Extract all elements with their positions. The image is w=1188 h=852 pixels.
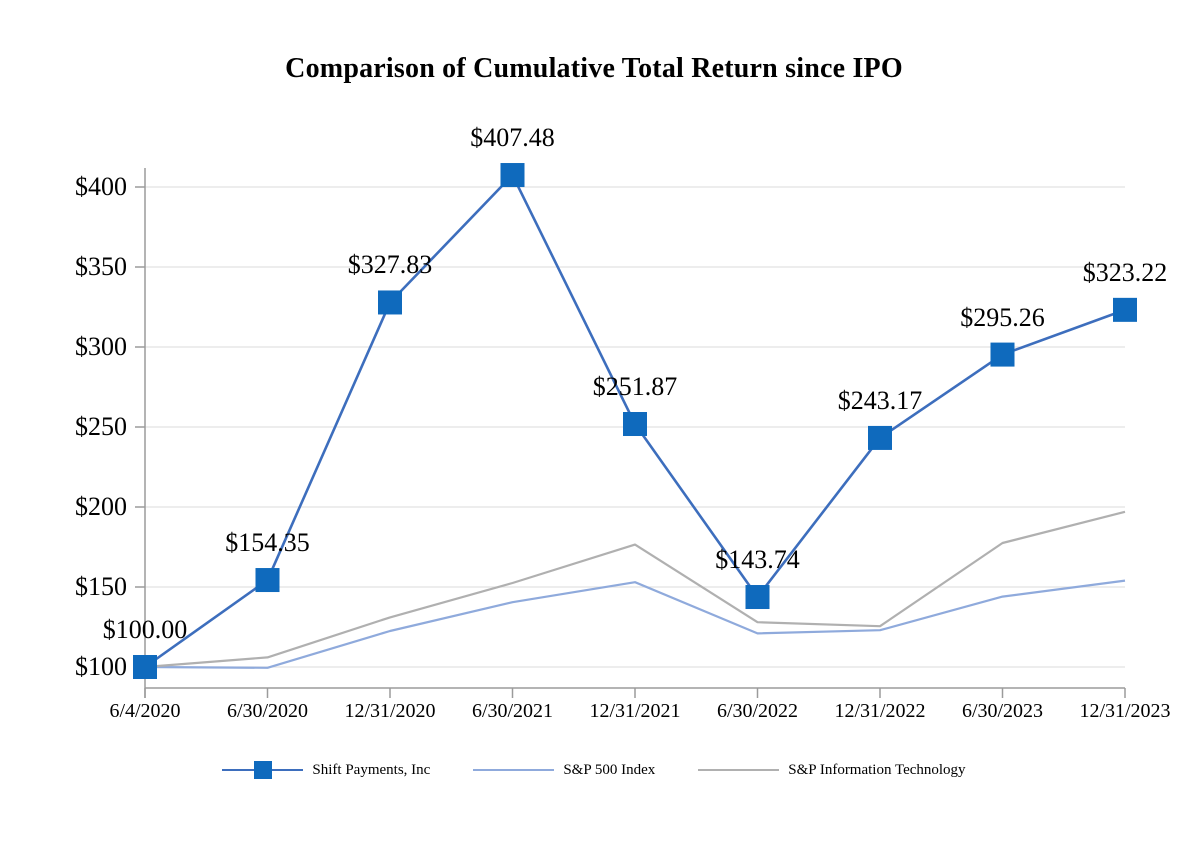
data-point-label: $243.17 [837,385,923,415]
legend-item-shift-payments: Shift Payments, Inc [222,761,430,779]
data-point-label: $100.00 [102,615,188,644]
data-point-marker [990,342,1015,367]
legend-item-sp-infotech: S&P Information Technology [698,761,966,779]
data-point-label: $407.48 [470,123,555,153]
data-point-marker [500,163,525,188]
data-point-marker [623,412,647,437]
x-axis-label: 12/31/2023 [1079,700,1171,722]
legend-line-marker-swatch [222,761,304,779]
data-point-label: $154.35 [225,528,310,558]
x-axis-label: 6/30/2020 [226,700,309,722]
data-point-label: $327.83 [347,250,433,280]
y-axis-label: $300 [75,332,127,361]
legend-line-icon [698,768,780,771]
data-point-label: $143.74 [715,545,800,575]
data-point-label: $295.26 [960,302,1045,332]
data-point-label: $323.22 [1082,257,1168,287]
legend-line-swatch [698,761,780,779]
series-line-2 [144,579,1126,669]
legend-label-sp-infotech: S&P Information Technology [788,761,966,778]
y-axis-label: $100 [75,652,127,681]
data-point-label: $251.87 [592,372,678,401]
y-axis-label: $200 [75,492,127,521]
y-axis-label: $150 [75,572,127,601]
chart-title: Comparison of Cumulative Total Return si… [285,53,903,84]
legend-line-swatch [473,761,555,779]
x-axis-label: 6/30/2021 [471,700,554,722]
legend-square-marker-icon [253,761,272,779]
data-point-marker [1113,297,1137,322]
data-point-marker [133,655,157,679]
legend-label-shift-payments: Shift Payments, Inc [312,761,431,778]
legend-line-icon [473,768,555,771]
data-point-marker [745,585,770,610]
x-axis-label: 12/31/2020 [344,700,436,722]
y-axis-label: $400 [75,172,127,201]
data-point-marker [378,290,402,315]
y-axis-label: $350 [75,252,127,281]
x-axis-label: 12/31/2022 [834,700,926,722]
data-point-marker [255,568,280,593]
series-line-3 [144,510,1126,669]
chart-legend: Shift Payments, Inc S&P 500 Index S&P In… [0,756,1188,784]
x-axis-label: 6/30/2023 [961,700,1044,722]
legend-item-sp500: S&P 500 Index [473,761,655,779]
x-axis-label: 6/30/2022 [716,700,799,722]
y-axis-label: $250 [75,412,127,441]
x-axis-label: 6/4/2020 [109,700,181,722]
legend-label-sp500: S&P 500 Index [563,761,656,778]
data-point-marker [868,425,892,450]
x-axis-label: 12/31/2021 [589,700,681,722]
